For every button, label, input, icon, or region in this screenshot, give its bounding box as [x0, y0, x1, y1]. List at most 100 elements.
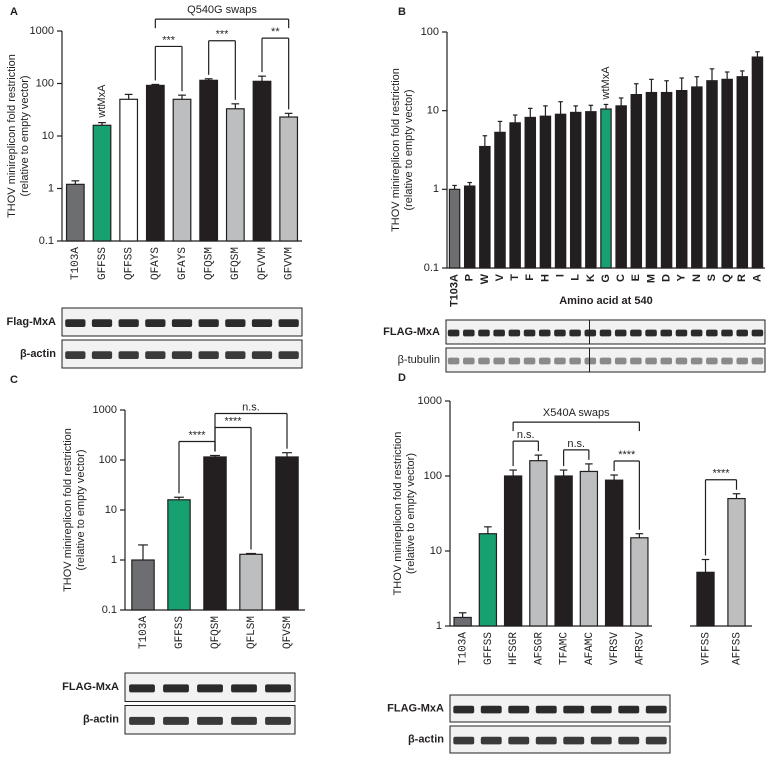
blot-band: [645, 357, 657, 365]
significance-label: n.s.: [242, 401, 260, 413]
x-tick-label: AFFSS: [731, 632, 743, 665]
blot-band: [118, 319, 139, 328]
y-tick-label: 100: [424, 470, 442, 482]
blot-band: [493, 329, 505, 337]
bar: [145, 84, 165, 242]
blot-band: [751, 329, 764, 337]
x-tick-label: T: [509, 274, 521, 281]
x-tick-label: AFAMC: [584, 632, 596, 665]
blot-band: [590, 705, 612, 714]
bar: [751, 56, 764, 269]
x-tick-label: QFVSM: [282, 616, 294, 649]
bar: [463, 185, 476, 269]
panel-letter: C: [10, 374, 18, 386]
x-tick-label: N: [691, 274, 703, 282]
y-tick-label: 0.1: [102, 604, 117, 616]
x-tick-label: Q: [721, 274, 733, 283]
bar: [199, 79, 219, 242]
x-tick-label: M: [645, 274, 657, 283]
y-tick-label: 10: [42, 130, 54, 142]
significance-label: n.s.: [567, 438, 585, 450]
x-tick-label: H: [539, 274, 551, 282]
significance-label: n.s.: [517, 429, 535, 441]
bar: [131, 559, 155, 611]
bar: [494, 131, 506, 269]
blot-band: [171, 351, 193, 360]
x-tick-label: GFQSM: [230, 247, 242, 280]
x-tick-label: AFRSV: [634, 632, 646, 665]
x-tick-label: D: [660, 274, 672, 282]
blot-band: [163, 716, 189, 725]
y-axis-sublabel: (relative to empty vector): [75, 449, 87, 570]
blot-band: [630, 329, 642, 337]
blot-band: [163, 684, 189, 693]
blot-band: [645, 705, 667, 714]
blot-band: [91, 351, 113, 360]
x-tick-label: C: [615, 274, 627, 282]
x-tick-label: S: [706, 274, 718, 281]
x-tick-label: P: [464, 274, 476, 281]
blot-band: [736, 357, 748, 365]
y-tick-label: 1: [433, 183, 439, 195]
bar: [203, 456, 227, 611]
y-axis-sublabel: (relative to empty vector): [403, 89, 415, 210]
blot-band: [590, 736, 612, 745]
bar: [478, 533, 498, 627]
y-axis-label: THOV minireplicon fold restriction: [62, 428, 74, 592]
y-tick-label: 10: [427, 105, 439, 117]
x-tick-label: GFVVM: [284, 247, 296, 280]
blot-band: [599, 357, 612, 365]
x-tick-label: QFVVM: [257, 247, 269, 280]
blot-band: [508, 736, 530, 745]
significance-label: ****: [188, 429, 206, 441]
y-tick-label: 1: [48, 182, 54, 194]
bar: [630, 94, 643, 269]
y-axis-sublabel: (relative to empty vector): [405, 453, 417, 574]
blot-band: [584, 357, 597, 365]
y-tick-label: 10: [105, 504, 117, 516]
y-tick-label: 0.1: [424, 262, 439, 274]
x-tick-label: QFLSM: [246, 616, 258, 649]
blot-band: [171, 319, 193, 328]
x-tick-label: VFFSS: [700, 632, 712, 665]
blot-band: [129, 716, 155, 725]
bar: [172, 98, 192, 242]
bar: [252, 80, 272, 242]
blot-band: [118, 351, 139, 360]
blot-band: [478, 329, 490, 337]
bar: [615, 105, 627, 269]
blot-band: [706, 357, 718, 365]
blot-label: FLAG-MxA: [62, 681, 119, 693]
blot-band: [508, 357, 521, 365]
bar: [453, 616, 472, 627]
blot-band: [523, 329, 536, 337]
blot-band: [225, 319, 246, 328]
bar: [479, 145, 491, 269]
annotation: wtMxA: [600, 66, 612, 101]
x-tick-label: QFQSM: [204, 247, 216, 280]
blot-band: [478, 357, 490, 365]
blot-band: [736, 329, 748, 337]
blot-band: [523, 357, 536, 365]
x-axis-label: Amino acid at 540: [559, 295, 653, 307]
bar: [569, 111, 582, 269]
x-tick-label: QFAYS: [150, 247, 162, 280]
blot-band: [618, 736, 640, 745]
x-tick-label: F: [524, 274, 536, 281]
blot-band: [660, 329, 673, 337]
blot-label: β-actin: [83, 714, 119, 726]
blot-band: [225, 351, 246, 360]
x-tick-label: T103A: [458, 632, 470, 665]
x-tick-label: E: [630, 274, 642, 281]
x-tick-label: T103A: [70, 247, 82, 280]
blot-band: [251, 319, 273, 328]
blot-band: [569, 357, 581, 365]
blot-band: [675, 329, 688, 337]
bar: [600, 108, 612, 269]
bar: [239, 553, 263, 611]
bar: [604, 479, 624, 627]
y-axis-label: THOV minireplicon fold restriction: [6, 54, 18, 218]
blot-label: β-actin: [20, 348, 56, 360]
blot-band: [453, 736, 475, 745]
